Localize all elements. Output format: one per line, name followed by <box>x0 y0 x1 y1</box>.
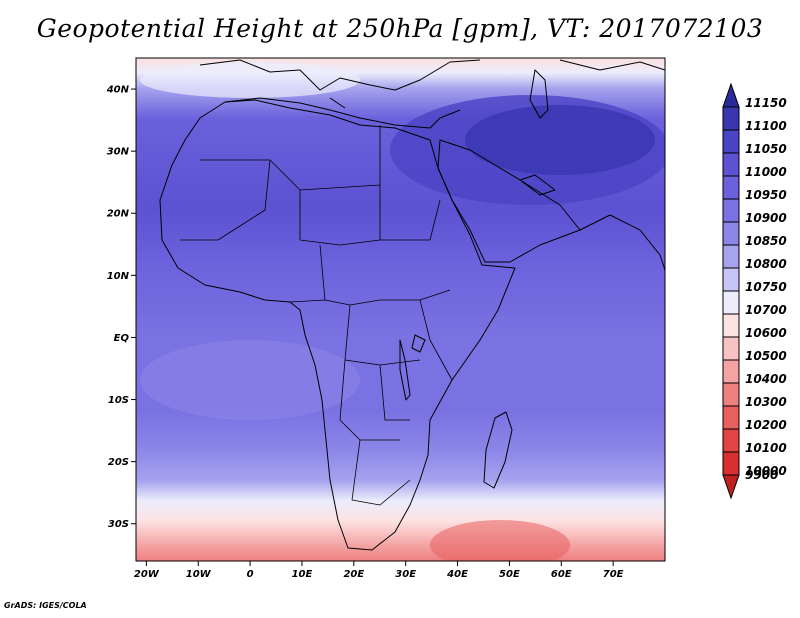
colorbar-swatch <box>722 290 740 315</box>
colorbar-swatch <box>722 428 740 453</box>
colorbar-label: 11100 <box>745 119 787 133</box>
great-lakes <box>399 334 426 401</box>
asia-coastline <box>559 59 665 271</box>
colorbar-swatch <box>722 198 740 223</box>
country-borders <box>180 125 453 506</box>
colorbar-swatch <box>722 313 740 338</box>
mediterranean-coastline <box>224 97 461 129</box>
caspian-sea-outline <box>529 69 549 119</box>
weaker-zone-atlantic <box>140 340 360 420</box>
colorbar-label: 10950 <box>745 188 787 202</box>
map-plot-area: 40N 30N 20N 10N EQ 10S 20S 30S 20W 10W 0 10E 20E 30E… <box>106 57 666 580</box>
colorbar-label: 11150 <box>745 96 787 110</box>
colorbar-swatch <box>722 221 740 246</box>
lon-label: 10E <box>292 569 313 580</box>
field-features <box>140 62 665 561</box>
colorbar-label: 10300 <box>745 395 787 409</box>
latitude-axis: 40N 30N 20N 10N EQ 10S 20S 30S <box>106 85 136 530</box>
colorbar-swatch <box>722 382 740 407</box>
colorbar-swatch <box>722 359 740 384</box>
lon-label: 40E <box>446 569 468 580</box>
colorbar-label: 10400 <box>745 372 787 386</box>
colorbar-label: 10800 <box>745 257 787 271</box>
lon-label: 30E <box>395 569 416 580</box>
colorbar-swatch <box>722 405 740 430</box>
colorbar-arrow-bottom <box>722 474 740 500</box>
colorbar-label: 10600 <box>745 326 787 340</box>
colorbar-label: 11000 <box>745 165 787 179</box>
lat-label: EQ <box>114 333 130 344</box>
europe-coastline <box>199 59 481 109</box>
lat-label: 30N <box>107 147 130 158</box>
colorbar-swatch <box>722 152 740 177</box>
colorbar-label: 10750 <box>745 280 787 294</box>
colorbar-label: 11050 <box>745 142 787 156</box>
lat-label: 10N <box>107 271 130 282</box>
colorbar-label: 10200 <box>745 418 787 432</box>
lon-label: 70E <box>603 569 624 580</box>
colorbar-label: 10000 <box>745 464 787 478</box>
colorbar-label: 10900 <box>745 211 787 225</box>
colorbar-swatch <box>722 336 740 361</box>
colorbar-swatch <box>722 244 740 269</box>
mediterranean-trough <box>140 62 360 98</box>
lat-label: 30S <box>108 519 129 530</box>
lat-label: 40N <box>106 85 130 96</box>
gulf-outline <box>519 174 556 196</box>
colorbar-label: 10700 <box>745 303 787 317</box>
lon-label: 10W <box>186 569 212 580</box>
madagascar-coastline <box>483 411 513 489</box>
colorbar-label: 10850 <box>745 234 787 248</box>
lon-label: 20W <box>134 569 160 580</box>
arabia-coastline <box>437 139 581 263</box>
map-title: Geopotential Height at 250hPa [gpm], VT:… <box>36 14 764 43</box>
colorbar-swatch <box>722 129 740 154</box>
grads-credit: GrADS: IGES/COLA <box>4 601 87 610</box>
lon-label: 0 <box>247 569 254 580</box>
colorbar-label: 9900 <box>745 468 778 482</box>
high-core-iran <box>465 105 655 175</box>
africa-coastline <box>159 99 516 551</box>
colorbar-swatch <box>722 106 740 131</box>
low-core-south <box>430 520 570 561</box>
coastlines <box>159 59 665 551</box>
lat-label: 10S <box>108 395 129 406</box>
lat-label: 20N <box>107 209 130 220</box>
lon-label: 20E <box>343 569 364 580</box>
colorbar-label: 10500 <box>745 349 787 363</box>
colorbar-label: 10100 <box>745 441 787 455</box>
colorbar-arrow-top <box>722 82 740 108</box>
lon-label: 50E <box>499 569 520 580</box>
lon-label: 60E <box>551 569 572 580</box>
lat-label: 20S <box>108 457 129 468</box>
colorbar-swatch <box>722 267 740 292</box>
map-frame <box>135 57 666 562</box>
colorbar-swatch <box>722 451 740 476</box>
colorbar: 11150 11100 11050 11000 10950 10900 10850 10800… <box>722 82 787 500</box>
colorbar-swatch <box>722 175 740 200</box>
longitude-axis: 20W 10W 0 10E 20E 30E 40E 50E 60E 70E <box>134 561 624 580</box>
